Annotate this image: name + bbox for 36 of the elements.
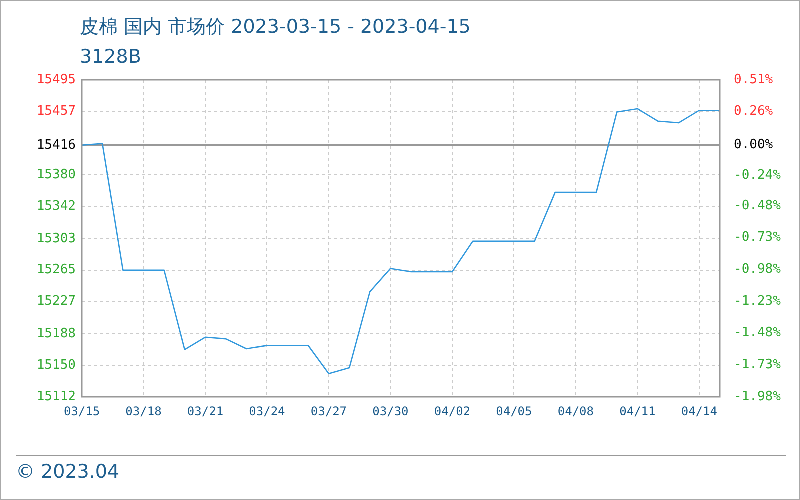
y-tick-label: 15495 (36, 72, 76, 88)
y2-tick-label: -1.48% (734, 326, 782, 341)
y-tick-label: 15188 (36, 326, 76, 342)
x-tick-label: 03/27 (310, 404, 348, 418)
x-tick-label: 03/21 (187, 404, 224, 418)
x-tick-label: 03/15 (64, 404, 100, 418)
y2-tick-label: -0.24% (734, 168, 782, 183)
y-tick-label: 15416 (36, 138, 76, 153)
y2-tick-label: 0.26% (734, 104, 774, 120)
x-tick-label: 04/11 (620, 404, 656, 418)
x-tick-label: 04/08 (558, 404, 594, 418)
x-tick-label: 03/30 (372, 404, 409, 418)
y2-tick-label: 0.51% (734, 72, 774, 88)
x-tick-label: 03/18 (126, 404, 162, 418)
y2-tick-label: -0.98% (734, 262, 782, 278)
y2-tick-label: -1.98% (734, 389, 782, 404)
x-tick-label: 04/14 (681, 404, 718, 418)
y-tick-label: 15227 (36, 294, 76, 310)
y-tick-label: 15457 (36, 104, 76, 119)
x-tick-label: 04/02 (434, 404, 471, 418)
y-tick-label: 15303 (36, 231, 76, 246)
y-tick-label: 15265 (36, 262, 76, 278)
x-tick-label: 04/05 (496, 404, 532, 418)
y2-tick-label: -1.23% (734, 294, 782, 309)
y2-tick-label: -0.48% (734, 198, 782, 214)
y-tick-label: 15380 (36, 168, 76, 183)
y-tick-label: 15150 (36, 358, 76, 373)
y-tick-label: 15342 (36, 199, 76, 214)
x-tick-label: 03/24 (249, 404, 286, 418)
y2-tick-label: 0.00% (734, 137, 774, 152)
chart-subtitle: 3128B (80, 46, 142, 68)
y2-tick-label: -1.73% (734, 358, 782, 373)
text: © 2023.04 (16, 461, 120, 483)
chart-title: 皮棉 国内 市场价 2023-03-15 - 2023-04-15 (80, 15, 471, 40)
y2-tick-label: -0.73% (734, 230, 782, 246)
y-tick-label: 15112 (36, 389, 76, 404)
